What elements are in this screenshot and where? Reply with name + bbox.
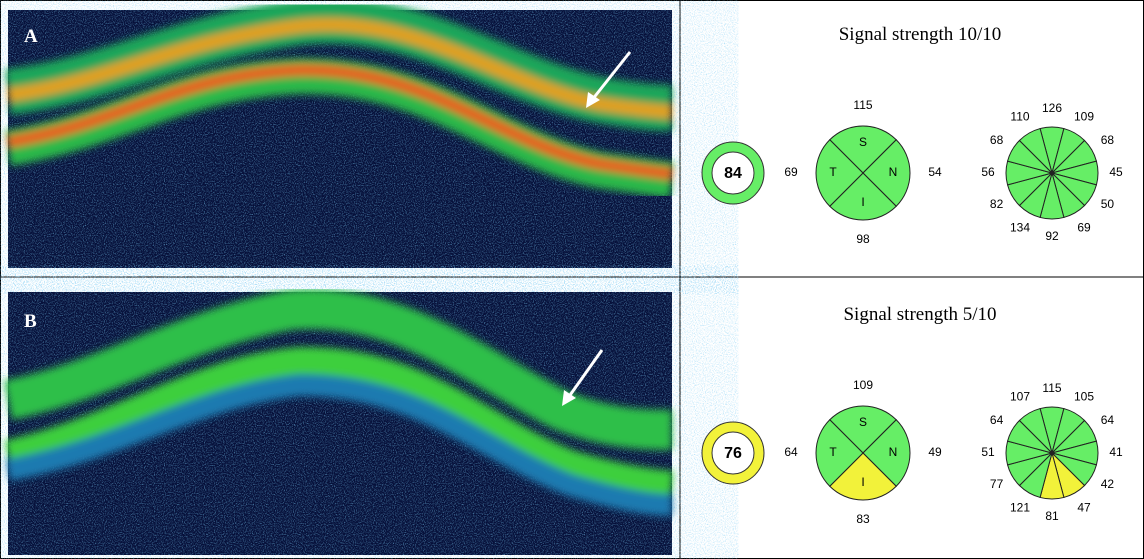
quadrant-letter: T [829, 445, 837, 459]
quadrant-letter: S [859, 135, 867, 149]
clock-value: 56 [981, 165, 995, 179]
clock-value: 126 [1042, 101, 1062, 115]
panel-label: A [24, 26, 38, 47]
average-value: 84 [724, 165, 742, 182]
quadrant-letter: N [889, 165, 898, 179]
quadrant-value: 49 [928, 445, 942, 459]
clock-value: 92 [1045, 229, 1059, 243]
clock-value: 115 [1042, 381, 1061, 395]
quadrant-value: 64 [784, 445, 798, 459]
clock-center [1050, 171, 1055, 176]
clock-value: 68 [1101, 133, 1115, 147]
quadrant-letter: I [861, 195, 864, 209]
clock-value: 110 [1010, 110, 1029, 124]
panel-label: B [24, 311, 37, 332]
quadrant-value: 54 [928, 165, 942, 179]
clock-value: 51 [981, 445, 995, 459]
quadrant-letter: T [829, 165, 837, 179]
clock-center [1050, 451, 1055, 456]
oct-scan [8, 292, 672, 555]
clock-value: 45 [1109, 165, 1123, 179]
clock-value: 77 [990, 477, 1004, 491]
clock-value: 81 [1045, 509, 1059, 523]
quadrant-value: 83 [856, 512, 870, 526]
clock-value: 121 [1010, 501, 1030, 515]
quadrant-letter: S [859, 415, 867, 429]
clock-value: 82 [990, 197, 1004, 211]
quadrant-value: 69 [784, 165, 798, 179]
clock-value: 64 [990, 413, 1004, 427]
clock-value: 69 [1077, 221, 1091, 235]
quadrant-letter: N [889, 445, 898, 459]
clock-value: 134 [1010, 221, 1030, 235]
clock-value: 41 [1109, 445, 1123, 459]
clock-value: 64 [1101, 413, 1115, 427]
clock-value: 42 [1101, 477, 1115, 491]
figure: A B Signal strength 10/10 84 S 115 N 54 I 98 T 69… [0, 0, 1144, 559]
clock-value: 105 [1074, 390, 1094, 404]
quadrant-value: 98 [856, 232, 870, 246]
clock-value: 47 [1077, 501, 1091, 515]
quadrant-value: 109 [853, 378, 873, 392]
oct-scan [8, 10, 672, 268]
signal-strength: Signal strength 10/10 [839, 24, 1002, 45]
signal-strength: Signal strength 5/10 [843, 304, 996, 325]
clock-value: 68 [990, 133, 1004, 147]
quadrant-value: 115 [853, 98, 872, 112]
clock-value: 107 [1010, 390, 1030, 404]
average-value: 76 [724, 445, 742, 462]
clock-value: 50 [1101, 197, 1115, 211]
quadrant-letter: I [861, 475, 864, 489]
clock-value: 109 [1074, 110, 1094, 124]
